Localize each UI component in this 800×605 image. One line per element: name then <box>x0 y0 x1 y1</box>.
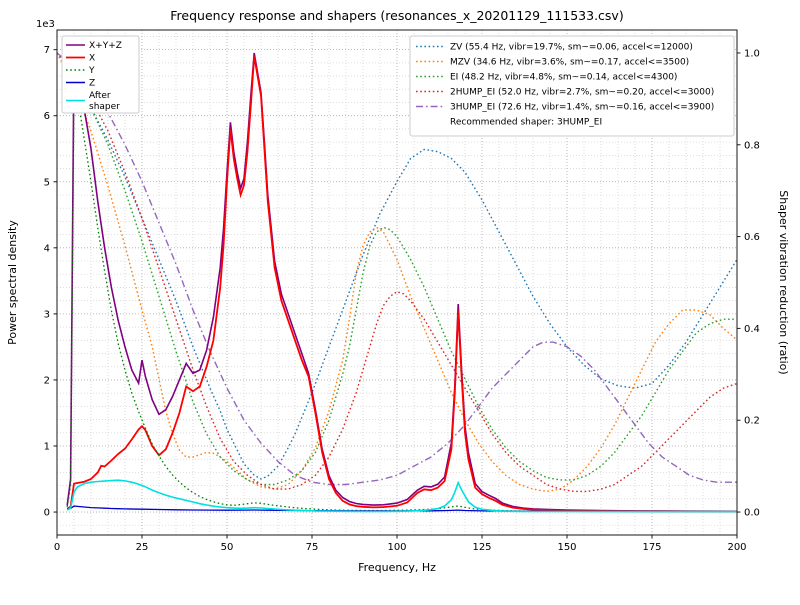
y-left-tick-label: 5 <box>44 177 50 188</box>
y-right-tick-label: 0.4 <box>744 324 760 335</box>
y-right-axis-label: Shaper vibration reduction (ratio) <box>777 190 790 374</box>
y-right-tick-label: 0.8 <box>744 140 760 151</box>
psd-curve-x <box>66 56 737 513</box>
x-tick-label: 75 <box>306 542 319 553</box>
legend-label-mzv: MZV (34.6 Hz, vibr=3.6%, sm~=0.17, accel… <box>450 58 689 68</box>
x-tick-label: 25 <box>136 542 149 553</box>
x-tick-label: 100 <box>387 542 406 553</box>
axis-ticks: 0 25 50 75 100 125 150 175 200 0 1 2 3 4 5 6 7 0.0 0.2 0.4 0… <box>44 45 760 553</box>
x-tick-label: 50 <box>221 542 234 553</box>
chart-title: Frequency response and shapers (resonanc… <box>170 8 623 23</box>
legend-label-after-shaper: shaper <box>89 102 120 112</box>
legend-label-y: Y <box>88 66 95 76</box>
psd-curves <box>66 52 737 513</box>
psd-curve-after-shaper <box>66 479 737 513</box>
legend-label-x-y-z-sum: X+Y+Z <box>89 41 122 51</box>
y-right-tick-label: 0.6 <box>744 232 760 243</box>
y-left-tick-label: 1 <box>44 441 50 452</box>
x-tick-label: 175 <box>642 542 661 553</box>
psd-curve-x-y-z-sum <box>66 52 737 513</box>
legend-label-2hump-ei: 2HUMP_EI (52.0 Hz, vibr=2.7%, sm~=0.20, … <box>450 88 714 98</box>
y-left-tick-label: 4 <box>44 243 50 254</box>
shaper-curve-mzv <box>57 52 737 493</box>
legend-label-zv: ZV (55.4 Hz, vibr=19.7%, sm~=0.06, accel… <box>450 43 693 53</box>
legend-label-z: Z <box>89 79 95 89</box>
y-left-tick-label: 6 <box>44 111 50 122</box>
legend-label-x: X <box>89 54 95 64</box>
y-right-tick-label: 1.0 <box>744 48 760 59</box>
legend-label-after-shaper: After <box>89 91 111 101</box>
x-tick-label: 150 <box>557 542 576 553</box>
x-tick-label: 0 <box>54 542 60 553</box>
legend-shapers: ZV (55.4 Hz, vibr=19.7%, sm~=0.06, accel… <box>409 35 735 137</box>
y-right-tick-label: 0.0 <box>744 508 760 519</box>
shaper-curves <box>57 52 737 493</box>
y-left-tick-label: 3 <box>44 309 50 320</box>
y-axis-offset-text: 1e3 <box>36 19 55 30</box>
x-tick-label: 200 <box>727 542 746 553</box>
y-right-tick-label: 0.2 <box>744 416 760 427</box>
x-tick-label: 125 <box>472 542 491 553</box>
y-left-axis-label: Power spectral density <box>6 220 19 345</box>
y-left-tick-label: 0 <box>44 508 50 519</box>
shaper-curve-3hump-ei <box>57 52 737 486</box>
x-axis-label: Frequency, Hz <box>358 561 436 574</box>
legend-label-3hump-ei: 3HUMP_EI (72.6 Hz, vibr=1.4%, sm~=0.16, … <box>450 103 714 113</box>
y-left-tick-label: 2 <box>44 375 50 386</box>
y-left-tick-label: 7 <box>44 45 50 56</box>
legend-label-ei: EI (48.2 Hz, vibr=4.8%, sm~=0.14, accel<… <box>450 73 677 83</box>
recommended-shaper-text: Recommended shaper: 3HUMP_EI <box>450 118 602 128</box>
psd-curve-z <box>67 505 737 513</box>
shaper-curve-ei <box>57 52 737 486</box>
